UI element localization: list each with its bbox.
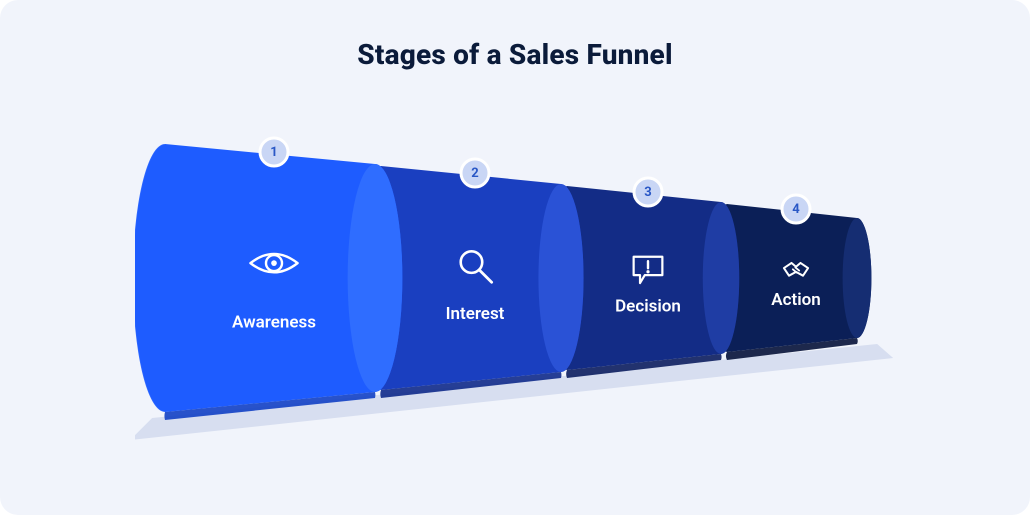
- infographic-card: Stages of a Sales Funnel Awareness 1 Inter…: [0, 0, 1030, 515]
- stage-label: Interest: [446, 304, 505, 324]
- funnel-svg: Awareness 1 Interest 2 Decision 3 Action 4: [135, 118, 895, 458]
- funnel-wrap: Awareness 1 Interest 2 Decision 3 Action 4: [135, 118, 895, 458]
- stage-label: Action: [771, 290, 820, 310]
- funnel-stage-awareness: [135, 144, 402, 420]
- page-title: Stages of a Sales Funnel: [0, 38, 1030, 71]
- stage-number: 4: [792, 202, 800, 217]
- stage-number: 1: [270, 145, 277, 160]
- stage-number: 3: [644, 185, 651, 200]
- stage-label: Decision: [615, 297, 681, 317]
- stage-number: 2: [471, 166, 478, 181]
- stage-label: Awareness: [232, 313, 316, 333]
